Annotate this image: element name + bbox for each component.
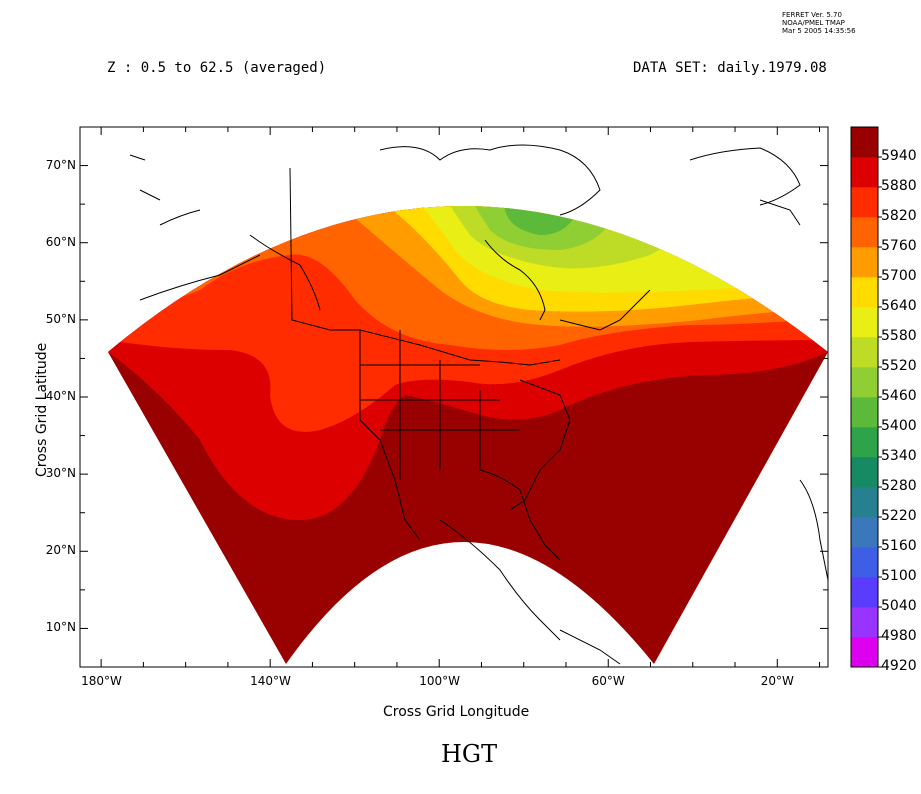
stamp-line-2: NOAA/PMEL TMAP	[782, 19, 845, 27]
colorbar-swatch	[851, 517, 878, 548]
colorbar-label: 5160	[881, 538, 917, 554]
colorbar-label: 5880	[881, 178, 917, 194]
colorbar-label: 5220	[881, 508, 917, 524]
colorbar-label: 5700	[881, 268, 917, 284]
colorbar-swatch	[851, 457, 878, 488]
colorbar-swatch	[851, 577, 878, 608]
x-tick-label: 140°W	[250, 674, 291, 688]
y-tick-label: 20°N	[45, 543, 76, 558]
colorbar-label: 5940	[881, 148, 917, 164]
colorbar-label: 5520	[881, 358, 917, 374]
x-tick-label: 100°W	[419, 674, 460, 688]
stamp-line-3: Mar 5 2005 14:35:56	[782, 27, 856, 35]
colorbar-swatch	[851, 487, 878, 518]
colorbar-swatch	[851, 127, 878, 158]
z-range-label: Z : 0.5 to 62.5 (averaged)	[107, 60, 327, 76]
x-tick-label: 180°W	[81, 674, 122, 688]
colorbar-label: 5640	[881, 298, 917, 314]
colorbar-swatch	[851, 247, 878, 278]
ferret-stamp: FERRET Ver. 5.70 NOAA/PMEL TMAP Mar 5 20…	[782, 11, 902, 35]
colorbar-swatch	[851, 547, 878, 578]
stamp-line-1: FERRET Ver. 5.70	[782, 11, 842, 19]
colorbar-label: 5820	[881, 208, 917, 224]
colorbar-label: 5580	[881, 328, 917, 344]
colorbar-label: 5100	[881, 568, 917, 584]
x-tick-label: 20°W	[760, 674, 794, 688]
coastlines	[129, 144, 828, 665]
colorbar-label: 4980	[881, 628, 917, 644]
band-5400	[503, 206, 580, 235]
colorbar-swatch	[851, 277, 878, 308]
colorbar-swatch	[851, 637, 878, 668]
colorbar-label: 5460	[881, 388, 917, 404]
y-tick-label: 50°N	[45, 311, 76, 326]
x-tick-label: 60°W	[591, 674, 625, 688]
y-tick-label: 40°N	[45, 389, 76, 403]
y-tick-label: 70°N	[45, 157, 76, 172]
x-axis-label: Cross Grid Longitude	[383, 704, 530, 720]
colorbar-swatch	[851, 397, 878, 428]
band-5640	[108, 206, 828, 312]
band-5580	[108, 206, 828, 293]
colorbar-label: 4920	[881, 658, 917, 674]
y-tick-label: 60°N	[45, 234, 76, 249]
colorbar-swatch	[851, 307, 878, 338]
colorbar-swatch	[851, 607, 878, 638]
chart-title: HGT	[441, 740, 498, 768]
colorbar-swatch	[851, 337, 878, 368]
y-axis-ticks	[80, 126, 828, 668]
colorbar-swatch	[851, 187, 878, 218]
y-tick-label: 10°N	[45, 620, 76, 635]
colorbar-label: 5340	[881, 448, 917, 464]
band-5520	[400, 206, 686, 269]
dataset-label: DATA SET: daily.1979.08	[633, 60, 827, 76]
y-axis-label: Cross Grid Latitude	[34, 342, 50, 477]
colorbar-label: 5400	[881, 418, 917, 434]
colorbar-label: 5760	[881, 238, 917, 254]
x-axis-ticks	[100, 127, 821, 667]
colorbar-label: 5040	[881, 598, 917, 614]
colorbar-label: 5280	[881, 478, 917, 494]
colorbar-swatch	[851, 427, 878, 458]
colorbar-swatch	[851, 367, 878, 398]
y-tick-label: 30°N	[45, 466, 76, 481]
colorbar-swatch	[851, 157, 878, 188]
colorbar-swatch	[851, 217, 878, 248]
colorbar	[850, 126, 882, 668]
